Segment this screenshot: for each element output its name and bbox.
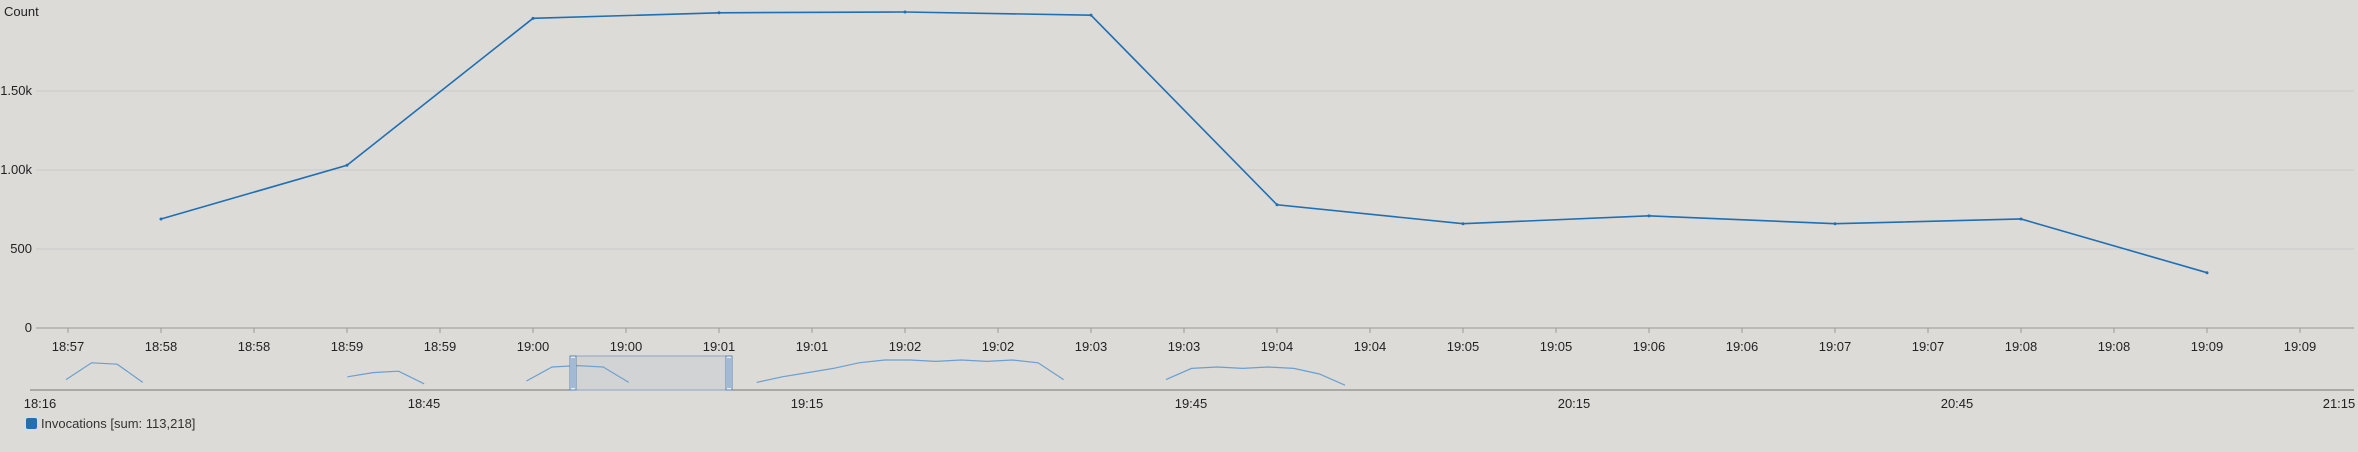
x-tick-label: 19:09: [2284, 339, 2317, 354]
legend[interactable]: Invocations [sum: 113,218]: [26, 416, 195, 431]
x-tick-label: 19:05: [1540, 339, 1573, 354]
x-tick-label: 19:03: [1075, 339, 1108, 354]
x-tick-label: 19:08: [2005, 339, 2038, 354]
navigator-tick-label: 18:16: [24, 396, 57, 411]
y-tick-label: 1.00k: [0, 162, 32, 177]
y-axis-title: Count: [4, 4, 39, 19]
x-tick-label: 19:02: [982, 339, 1015, 354]
navigator-series: [756, 359, 1064, 383]
x-tick-label: 19:07: [1819, 339, 1852, 354]
x-tick-label: 19:01: [796, 339, 829, 354]
x-tick-label: 19:00: [517, 339, 550, 354]
navigator-tick-label: 20:45: [1941, 396, 1974, 411]
x-tick-label: 19:07: [1912, 339, 1945, 354]
data-point: [2205, 271, 2209, 275]
navigator-selection[interactable]: [572, 355, 730, 391]
data-point: [903, 10, 907, 14]
x-tick-label: 19:04: [1261, 339, 1294, 354]
navigator-tick-label: 19:15: [791, 396, 824, 411]
legend-label[interactable]: Invocations [sum: 113,218]: [41, 416, 195, 431]
navigator-tick-label: 20:15: [1558, 396, 1591, 411]
x-tick-label: 19:01: [703, 339, 736, 354]
navigator-series: [526, 364, 630, 383]
x-tick-label: 18:57: [52, 339, 85, 354]
data-point: [1089, 13, 1093, 17]
x-tick-label: 19:03: [1168, 339, 1201, 354]
data-point: [717, 11, 721, 15]
x-tick-label: 19:06: [1633, 339, 1666, 354]
data-point: [345, 163, 349, 167]
x-tick-label: 19:05: [1447, 339, 1480, 354]
data-point: [1647, 214, 1651, 218]
x-tick-label: 19:09: [2191, 339, 2224, 354]
x-tick-label: 19:04: [1354, 339, 1387, 354]
data-point: [1461, 222, 1465, 226]
time-navigator[interactable]: 18:16 18:45 19:15 19:45 20:15 20:45 21:15: [24, 355, 2356, 411]
series-lines: [159, 10, 2209, 275]
navigator-tick-label: 21:15: [2323, 396, 2356, 411]
x-tick-label: 19:08: [2098, 339, 2131, 354]
navigator-tick-label: 18:45: [408, 396, 441, 411]
data-point: [1833, 222, 1837, 226]
navigator-series: [1165, 366, 1346, 386]
y-tick-label: 500: [10, 241, 32, 256]
grid-lines: [36, 90, 2354, 329]
x-axis: 18:57 18:58 18:58 18:59 18:59 19:00 19:00 19:01…: [52, 328, 2317, 354]
x-tick-label: 18:59: [331, 339, 364, 354]
navigator-tick-label: 19:45: [1175, 396, 1208, 411]
data-point: [159, 217, 163, 221]
x-tick-label: 18:58: [238, 339, 271, 354]
legend-swatch[interactable]: [26, 418, 37, 429]
data-point: [1275, 203, 1279, 207]
data-point: [2019, 217, 2023, 221]
navigator-handle-left[interactable]: [569, 355, 577, 391]
series-line: [160, 11, 2208, 274]
navigator-series: [65, 362, 144, 383]
x-tick-label: 18:58: [145, 339, 178, 354]
data-point: [531, 16, 535, 20]
x-tick-label: 19:00: [610, 339, 643, 354]
x-tick-label: 19:06: [1726, 339, 1759, 354]
y-tick-label: 1.50k: [0, 83, 32, 98]
y-axis: 0 500 1.00k 1.50k: [0, 83, 32, 335]
navigator-handle-right[interactable]: [725, 355, 733, 391]
navigator-series: [347, 370, 425, 385]
x-tick-label: 19:02: [889, 339, 922, 354]
y-tick-label: 0: [25, 320, 32, 335]
x-tick-label: 18:59: [424, 339, 457, 354]
